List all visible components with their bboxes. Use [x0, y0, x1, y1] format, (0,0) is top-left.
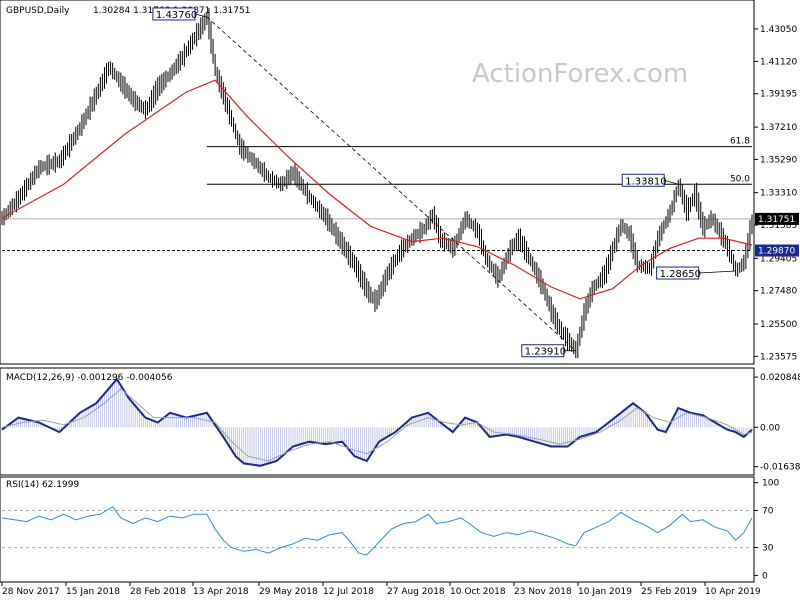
current-price-box	[755, 212, 799, 225]
high-1-3381-text: 1.33810	[625, 176, 666, 187]
x-tick-label: 29 May 2018	[259, 587, 318, 597]
rsi-layer	[1, 506, 753, 556]
macd-tick-label: -0.016389	[760, 463, 800, 473]
falling-trendline	[206, 16, 577, 352]
low-1-2865-pointer	[698, 270, 736, 274]
x-tick-label: 15 Jan 2018	[66, 587, 120, 597]
price-tick-label: 1.27480	[760, 287, 797, 297]
price-tick-label: 1.35290	[760, 155, 797, 165]
macd-title: MACD(12,26,9) -0.001296 -0.004056	[6, 373, 173, 383]
rsi-title: RSI(14) 62.1999	[6, 480, 79, 490]
rsi-panel	[0, 476, 755, 583]
price-tick-label: 1.33310	[760, 189, 797, 199]
x-tick-label: 28 Feb 2018	[130, 587, 186, 597]
x-tick-label: 28 Nov 2017	[2, 587, 60, 597]
rsi-tick-label: 0	[762, 571, 768, 581]
x-tick-label: 27 Aug 2018	[387, 587, 445, 597]
price-tick-label: 1.25500	[760, 320, 797, 330]
macd-panel	[0, 367, 755, 476]
price-tick-label: 1.37210	[760, 123, 797, 133]
low-1-2391-callout: 1.23910	[521, 344, 576, 358]
price-tick-label: 1.39195	[760, 90, 797, 100]
x-tick-label: 10 Apr 2019	[705, 587, 761, 597]
price-tick-label: 1.29405	[760, 254, 797, 264]
rsi-tick-label: 30	[762, 544, 774, 554]
high-1-4376-pointer	[194, 13, 208, 18]
level-61.8-label: 61.8	[730, 137, 750, 147]
rsi-tick-label: 70	[762, 507, 774, 517]
rsi-line	[1, 506, 753, 556]
price-bars	[1, 8, 753, 359]
x-tick-label: 12 Jul 2018	[323, 587, 374, 597]
x-tick-label: 25 Feb 2019	[641, 587, 697, 597]
rsi-tick-label: 100	[762, 479, 779, 489]
symbol-title: GBPUSD,Daily	[6, 6, 70, 16]
macd-line	[1, 377, 753, 467]
support-price-text: 1.29870	[758, 247, 795, 257]
level-50.0-label: 50.0	[730, 174, 750, 184]
price-layer: 61.8 50.0 1.43760 1.33810 1.28650 1.23910	[1, 7, 753, 359]
price-tick-label: 1.43050	[760, 25, 797, 35]
high-1-4376-text: 1.43760	[156, 10, 197, 21]
x-tick-label: 13 Apr 2018	[193, 587, 249, 597]
macd-layer	[1, 377, 753, 467]
price-tick-label: 1.23575	[760, 352, 797, 362]
macd-tick-label: 0.020848	[760, 373, 800, 383]
price-tick-label: 1.31385	[760, 221, 797, 231]
high-1-3381-callout: 1.33810	[621, 173, 679, 187]
moving-average-line	[1, 79, 753, 300]
x-tick-label: 23 Nov 2018	[514, 587, 572, 597]
signal-line	[1, 388, 753, 462]
watermark: ActionForex.com	[472, 59, 688, 89]
current-price-text: 1.31751	[758, 215, 795, 225]
low-1-2865-text: 1.28650	[660, 269, 701, 280]
low-1-2865-callout: 1.28650	[656, 266, 736, 280]
high-1-3381-pointer	[664, 179, 679, 185]
macd-tick-label: 0.00	[760, 423, 780, 433]
low-1-2391-text: 1.23910	[525, 347, 566, 358]
high-1-4376-callout: 1.43760	[152, 7, 208, 21]
x-tick-label: 10 Jan 2019	[578, 587, 632, 597]
macd-histogram	[1, 379, 753, 466]
axis-layer: 1.43050 1.41120 1.39195 1.37210 1.35290 1.333…	[1, 25, 800, 597]
support-price-box	[755, 244, 799, 257]
x-tick-label: 10 Oct 2018	[450, 587, 506, 597]
price-tick-label: 1.41120	[760, 57, 797, 67]
